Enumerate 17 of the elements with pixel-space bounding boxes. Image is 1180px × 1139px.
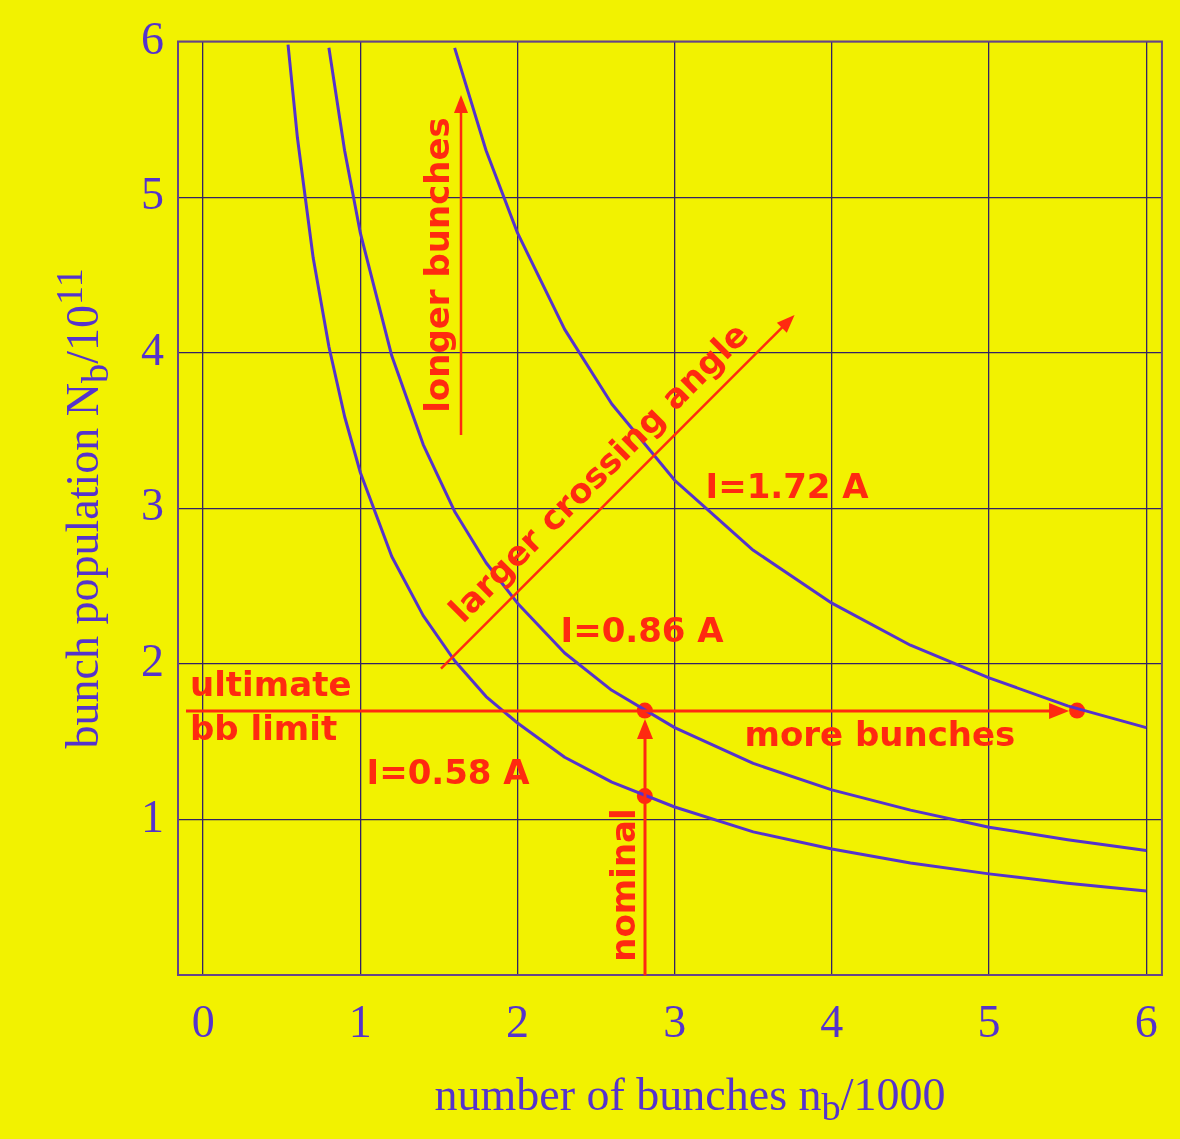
y-tick-label: 3 bbox=[141, 479, 164, 531]
x-tick-label: 0 bbox=[191, 995, 215, 1047]
x-tick-label: 3 bbox=[663, 995, 687, 1047]
x-tick-label: 2 bbox=[506, 995, 530, 1047]
y-tick-label: 6 bbox=[141, 12, 164, 64]
x-tick-label: 1 bbox=[348, 995, 372, 1047]
x-tick-label: 5 bbox=[977, 995, 1001, 1047]
y-tick-label: 1 bbox=[141, 790, 164, 842]
y-tick-label: 2 bbox=[141, 634, 164, 686]
ref-line-label: nominal bbox=[602, 808, 643, 962]
annotation: longer bunches bbox=[416, 117, 457, 413]
x-tick-label: 4 bbox=[820, 995, 844, 1047]
x-axis-title: number of bunches n$_{b}$/1000 bbox=[434, 1068, 946, 1130]
y-tick-label: 5 bbox=[141, 168, 164, 220]
y-tick-label: 4 bbox=[141, 323, 164, 375]
annotation: I=1.72 A bbox=[705, 466, 869, 506]
x-tick-label: 6 bbox=[1134, 995, 1158, 1047]
